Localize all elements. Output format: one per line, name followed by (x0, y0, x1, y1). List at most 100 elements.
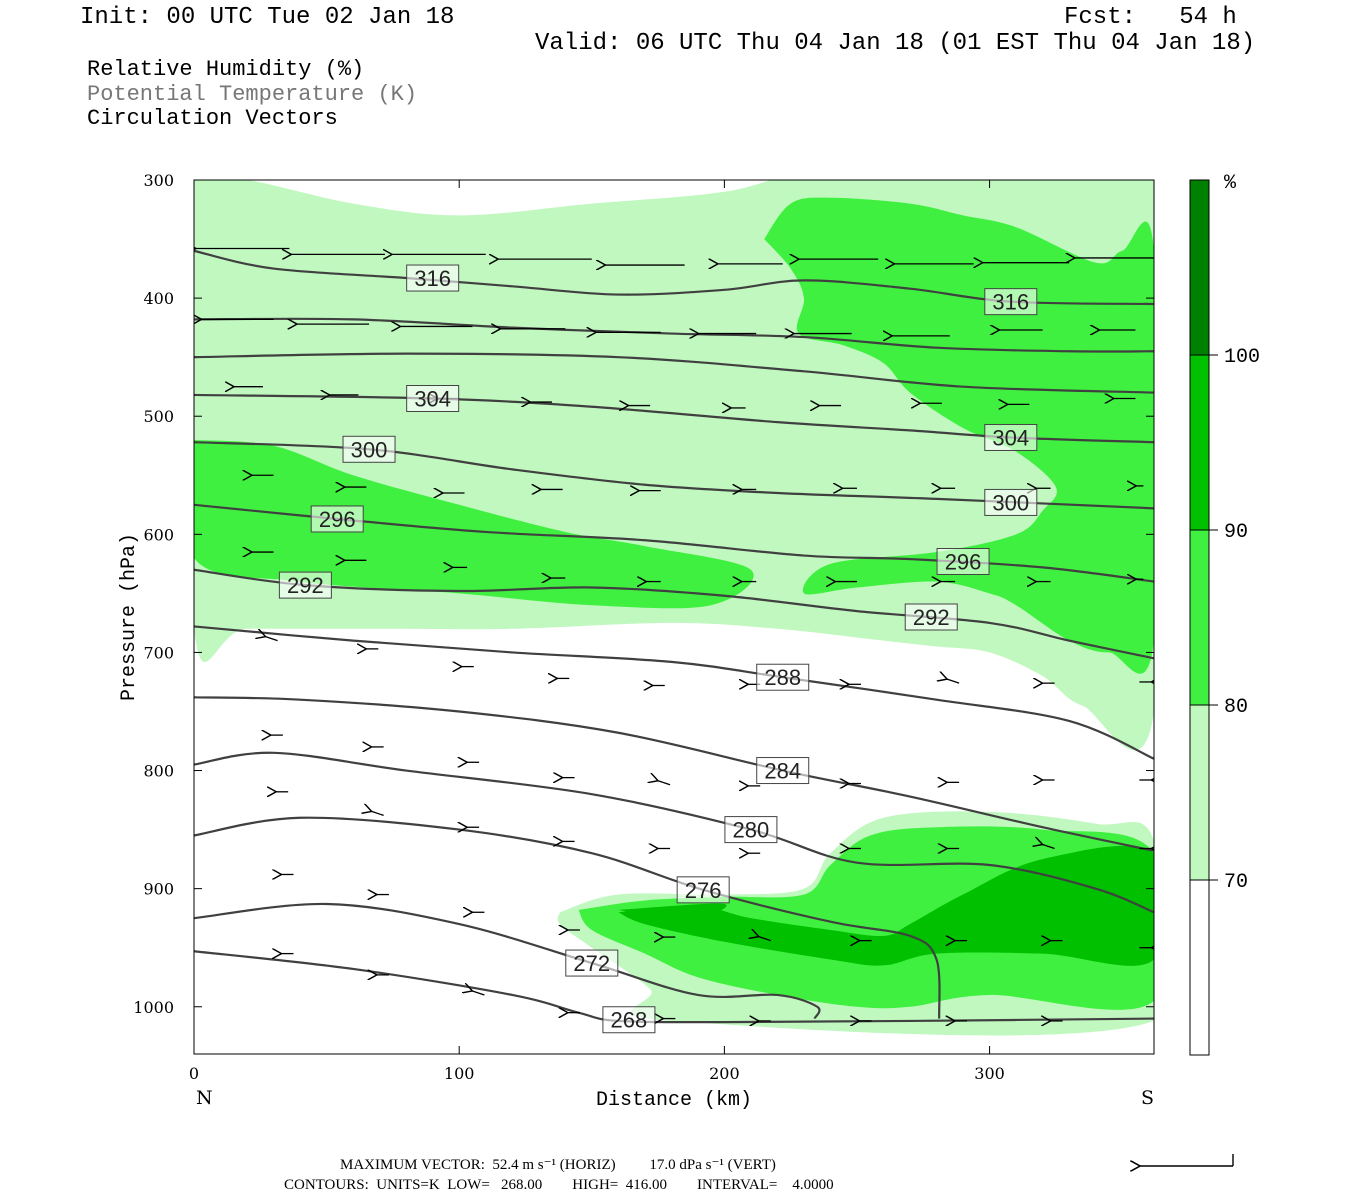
circulation-vectors (196, 249, 1154, 1021)
theta-label-box (278, 571, 332, 599)
colorbar-unit: % (1224, 172, 1237, 195)
theta-label-300: 300 (342, 435, 396, 463)
theta-label-280: 280 (724, 816, 778, 844)
theta-label-276: 276 (676, 876, 730, 904)
x-tick-label: 200 (709, 1064, 740, 1083)
theta-label-box (756, 663, 810, 691)
theta-label-268: 268 (602, 1006, 656, 1034)
plot-frame (193, 179, 1155, 1055)
theta-line-280 (194, 751, 1154, 914)
colorbar-band-70 (1189, 704, 1210, 881)
theta-label-box (406, 385, 460, 412)
theta-label-box (602, 1006, 656, 1034)
circulation-vector (759, 937, 772, 942)
x-tick-label: 100 (444, 1064, 475, 1083)
theta-label-text: 316 (414, 266, 451, 291)
theta-label-text: 292 (287, 573, 324, 598)
colorbar-label-70: 70 (1224, 871, 1248, 894)
theta-label-316: 316 (984, 288, 1038, 316)
contour-info: CONTOURS: UNITS=K LOW= 268.00 HIGH= 416.… (284, 1177, 834, 1193)
theta-label-292: 292 (904, 603, 958, 631)
theta-label-272: 272 (565, 949, 619, 977)
theta-label-300: 300 (984, 488, 1038, 516)
axes: 300 400 500 600 700 800 900 1000 0 100 200 300 (133, 171, 1154, 1083)
theta-line-312 (194, 317, 1154, 353)
y-tick-label: 500 (143, 407, 174, 426)
init-time: Init: 00 UTC Tue 02 Jan 18 (80, 4, 455, 31)
y-tick-label: 300 (143, 171, 174, 190)
forecast-hour: Fcst: 54 h (1064, 4, 1237, 31)
theta-label-text: 304 (992, 425, 1029, 450)
theta-label-text: 300 (992, 490, 1029, 515)
theta-line-292 (194, 568, 1154, 660)
theta-line-308 (194, 352, 1154, 394)
circulation-vector (1043, 844, 1055, 850)
theta-label-box (904, 603, 958, 631)
legend-rh: Relative Humidity (%) (87, 57, 365, 82)
theta-label-316: 316 (406, 264, 460, 292)
theta-line-276 (194, 816, 941, 1019)
colorbar-band-80 (1189, 529, 1210, 706)
theta-label-box (406, 264, 460, 292)
theta-label-text: 276 (685, 878, 722, 903)
colorbar: % 100 90 80 70 (1189, 172, 1260, 1056)
y-axis-title: Pressure (hPa) (118, 533, 141, 701)
x-end-label-south: S (1141, 1087, 1154, 1109)
y-tick-label: 600 (143, 525, 174, 544)
legend-vectors: Circulation Vectors (87, 106, 338, 131)
theta-contour-labels: 316 316 304 304 300 300 296 296 292 292 288 284 280 2… (278, 264, 1038, 1034)
theta-line-316 (194, 249, 1154, 306)
theta-label-304: 304 (984, 423, 1038, 451)
theta-label-box (984, 288, 1038, 316)
theta-label-text: 288 (764, 665, 801, 690)
theta-line-288 (194, 625, 1154, 760)
reference-vector-icon (1140, 1154, 1234, 1166)
theta-label-text: 280 (733, 818, 770, 843)
theta-label-box (310, 505, 364, 533)
x-axis-title: Distance (km) (596, 1089, 752, 1112)
circulation-vector (372, 811, 384, 817)
theta-label-text: 296 (319, 507, 356, 532)
theta-label-box (984, 423, 1038, 451)
theta-label-box (724, 816, 778, 844)
colorbar-band-90 (1189, 354, 1210, 531)
theta-label-296: 296 (936, 547, 990, 575)
x-tick-label: 300 (974, 1064, 1005, 1083)
y-tick-label: 800 (143, 762, 174, 781)
theta-label-text: 300 (351, 437, 388, 462)
theta-label-box (342, 435, 396, 463)
theta-label-box (565, 949, 619, 977)
y-tick-label: 700 (143, 643, 174, 662)
theta-label-text: 316 (992, 290, 1029, 315)
theta-label-box (984, 488, 1038, 516)
theta-label-box (676, 876, 730, 904)
circulation-vector (947, 679, 960, 684)
theta-label-box (936, 547, 990, 575)
y-tick-label: 400 (143, 289, 174, 308)
rh-region-rh_80_90-3 (764, 197, 1154, 674)
theta-label-292: 292 (278, 571, 332, 599)
theta-label-box (756, 757, 810, 785)
theta-label-text: 296 (945, 549, 982, 574)
circulation-vector (472, 991, 485, 996)
x-tick-label: 0 (189, 1064, 199, 1083)
theta-label-text: 304 (414, 387, 451, 412)
colorbar-label-90: 90 (1224, 521, 1248, 544)
theta-label-text: 272 (573, 951, 610, 976)
theta-label-text: 268 (611, 1008, 648, 1033)
rh-region-rh_90_100-6 (618, 903, 727, 922)
theta-line-284 (194, 696, 1154, 852)
theta-label-text: 292 (913, 605, 950, 630)
circulation-vector (658, 781, 671, 786)
theta-label-288: 288 (756, 663, 810, 691)
theta-label-296: 296 (310, 505, 364, 533)
valid-time: Valid: 06 UTC Thu 04 Jan 18 (01 EST Thu … (535, 30, 1256, 57)
theta-label-284: 284 (756, 757, 810, 785)
rh-region-rh_80_90-2 (194, 439, 754, 609)
y-tick-label: 900 (143, 880, 174, 899)
colorbar-band-below (1189, 879, 1210, 1056)
colorbar-label-80: 80 (1224, 696, 1248, 719)
colorbar-band-100 (1189, 179, 1210, 356)
colorbar-label-100: 100 (1224, 346, 1260, 369)
